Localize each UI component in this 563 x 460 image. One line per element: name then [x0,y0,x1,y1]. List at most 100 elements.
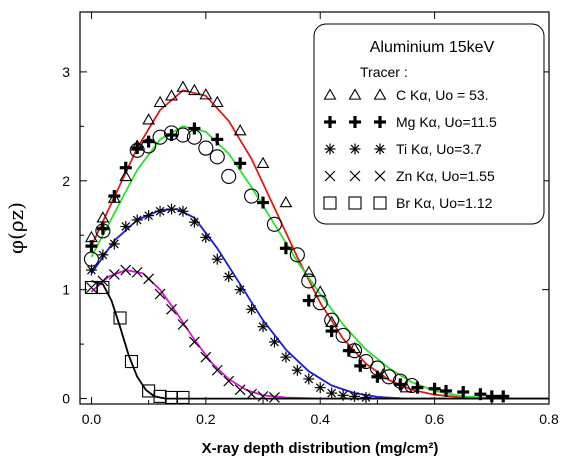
data-point-circle-12 [266,216,283,232]
data-point-asterisk-10 [200,231,212,243]
data-point-plus-4 [131,142,144,155]
data-point-circle-14 [301,273,317,289]
data-point-circle-22 [392,373,408,389]
data-point-plus-7 [188,122,201,135]
data-point-asterisk-4 [131,214,143,226]
data-point-cross-10 [200,351,212,363]
data-point-asterisk-5 [143,210,155,222]
data-point-asterisk-11 [211,253,223,265]
data-point-asterisk-18 [291,364,303,376]
x-tick-label: 0.4 [310,411,330,427]
legend-marker-cross-0 [324,170,336,182]
data-point-plus-21 [457,386,470,399]
data-point-square-1 [96,280,110,295]
legend-label-square: Br Kα, Uo=1.12 [396,195,493,211]
data-point-square-4 [142,384,156,398]
legend-marker-square-0 [323,196,337,210]
data-point-circle-11 [244,188,260,204]
fit-curve-cross [90,269,549,400]
x-tick-label: 0.6 [425,411,445,427]
data-point-circle-21 [381,369,397,385]
data-point-triangle-14 [279,195,293,208]
data-point-circle-20 [369,360,385,376]
legend-marker-plus-0 [324,116,336,128]
legend-marker-plus-2 [374,116,386,128]
data-point-asterisk-9 [188,216,200,228]
data-point-circle-23 [404,377,420,394]
data-point-asterisk-13 [234,284,246,296]
plot-frame [79,11,550,405]
data-point-asterisk-17 [280,351,292,363]
data-point-asterisk-14 [246,303,258,315]
data-point-triangle-11 [210,95,224,108]
data-point-asterisk-20 [314,382,326,394]
data-point-circle-8 [198,140,214,156]
legend-label-asterisk: Ti Kα, Uo=3.7 [396,141,482,157]
data-point-asterisk-3 [120,221,132,233]
data-point-plus-1 [96,222,109,235]
data-point-cross-14 [246,388,258,400]
legend-marker-cross-2 [374,170,386,182]
data-point-plus-24 [497,390,510,403]
legend-marker-asterisk-0 [324,143,336,155]
data-point-triangle-15 [302,265,316,277]
data-point-triangle-8 [176,80,190,92]
legend-marker-square-1 [348,196,362,210]
data-point-cross-12 [223,375,235,387]
data-point-asterisk-22 [337,389,349,401]
data-point-circle-7 [186,129,202,145]
data-point-asterisk-23 [349,390,361,402]
data-point-cross-11 [211,364,223,376]
data-point-plus-11 [279,242,292,255]
data-point-cross-6 [154,288,166,300]
data-point-square-7 [176,390,190,405]
data-point-circle-19 [358,353,374,370]
data-point-cross-5 [143,273,155,285]
data-point-circle-16 [324,312,340,328]
data-point-asterisk-24 [360,391,372,403]
data-point-asterisk-6 [154,205,166,217]
data-point-plus-5 [142,135,155,148]
legend-marker-asterisk-2 [374,143,386,155]
data-point-plus-0 [85,240,98,253]
data-point-circle-15 [312,295,328,311]
data-point-asterisk-12 [223,271,235,283]
legend-marker-plus-1 [349,116,361,128]
data-point-circle-1 [95,223,111,239]
data-point-triangle-6 [153,95,167,108]
legend-subtitle: Tracer : [360,64,408,80]
data-point-asterisk-1 [97,249,109,261]
data-point-asterisk-19 [303,373,315,385]
data-point-cross-13 [234,384,246,396]
data-point-plus-18 [411,381,424,394]
data-point-triangle-18 [348,341,361,354]
data-point-circle-5 [163,125,180,141]
legend-title: Aluminium 15keV [370,39,495,56]
data-point-asterisk-15 [257,321,269,333]
data-point-triangle-1 [96,211,110,223]
data-point-circle-4 [152,129,168,145]
x-axis-title: X-ray depth distribution (mg/cm²) [202,440,439,457]
data-point-plus-8 [211,133,224,146]
legend-marker-square-2 [373,196,387,210]
data-point-asterisk-2 [108,238,120,250]
data-point-circle-18 [346,343,363,359]
data-point-triangle-7 [165,89,178,101]
data-markers [83,80,510,405]
y-axis-title: φ(ρz) [4,202,28,254]
data-point-circle-2 [129,142,145,158]
fit-curve-square [91,280,549,400]
data-point-square-5 [153,389,167,403]
data-point-asterisk-8 [177,205,189,217]
data-point-asterisk-7 [166,203,178,215]
data-point-plus-22 [474,388,487,401]
data-point-cross-4 [131,266,143,278]
data-point-triangle-10 [199,88,213,100]
legend-marker-triangle-2 [373,88,387,100]
data-point-circle-3 [141,138,157,154]
legend-marker-asterisk-1 [349,143,361,155]
axis-tick-labels: 0.0 0.2 0.4 0.6 0.8 0 1 2 3 [62,64,559,427]
legend-marker-cross-1 [349,170,361,182]
legend-entries: C Kα, Uo = 53. Mg Kα, Uo=11.5 Ti Kα, Uo=3.… [323,87,497,211]
